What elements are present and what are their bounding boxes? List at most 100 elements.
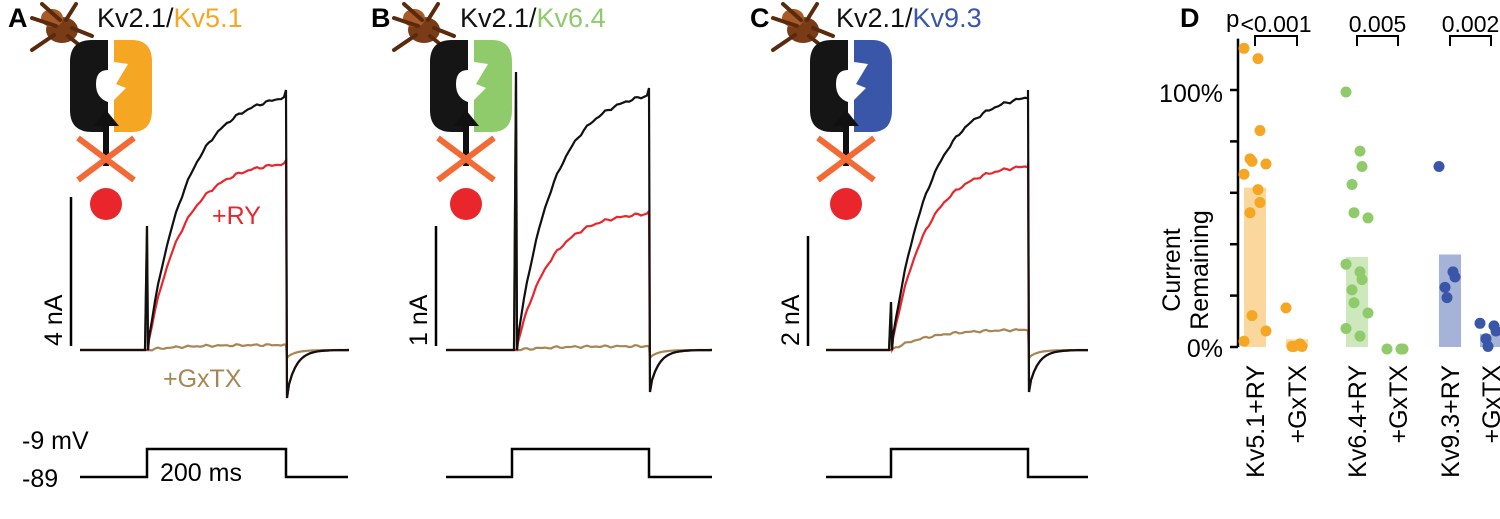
title-part-subunit: Kv5.1 xyxy=(174,3,243,33)
gxtx-trace-label: +GxTX xyxy=(163,365,242,393)
trace-gxtx xyxy=(826,301,1088,361)
bracket-2 xyxy=(1449,35,1492,46)
y-axis-title-line2: Remaining xyxy=(1186,210,1214,330)
title-part-subunit: Kv6.4 xyxy=(537,3,606,33)
data-point xyxy=(1238,168,1250,180)
data-point xyxy=(1348,297,1360,309)
scale-label: 1 nA xyxy=(405,294,433,346)
points-group xyxy=(1238,42,1500,355)
data-point xyxy=(1490,325,1500,337)
data-point xyxy=(1260,325,1272,337)
panel-d: D p Current Remaining 100% 0% <0.001 0.00… xyxy=(1158,3,1500,478)
trace-ry xyxy=(446,208,713,393)
data-point xyxy=(1362,307,1374,319)
trace-ry xyxy=(80,156,350,399)
channel-schematic xyxy=(810,40,892,220)
scale-label: 2 nA xyxy=(777,294,805,346)
panel-a: A Kv2.1/Kv5.1 4 nA xyxy=(8,2,350,493)
data-point xyxy=(1439,281,1451,293)
data-point xyxy=(1433,161,1445,173)
current-scale-bar: 1 nA xyxy=(405,226,438,346)
significance-brackets: <0.001 0.005 0.002 xyxy=(1241,11,1500,46)
panel-c: C Kv2.1/Kv9.3 2 nA xyxy=(750,2,1088,479)
panel-title: Kv2.1/Kv6.4 xyxy=(460,3,606,33)
panel-letter: D xyxy=(1180,3,1200,33)
data-point xyxy=(1346,284,1358,296)
y-tick-label-0: 0% xyxy=(1187,335,1223,363)
bar-0 xyxy=(1244,187,1266,347)
data-point xyxy=(1246,310,1258,322)
data-point xyxy=(1362,212,1374,224)
spider-icon xyxy=(392,2,456,54)
data-point xyxy=(1252,184,1264,196)
data-point xyxy=(1340,258,1352,270)
voltage-protocol xyxy=(826,447,1088,479)
trace-gxtx xyxy=(446,71,712,361)
data-point xyxy=(1348,207,1360,219)
data-point xyxy=(1296,340,1308,352)
data-point xyxy=(1482,340,1494,352)
trace-gxtx xyxy=(80,225,349,361)
panel-letter: C xyxy=(750,3,770,33)
x-tick-labels: Kv5.1+RY +GxTX Kv6.4+RY +GxTX Kv9.3+RY +GxTX xyxy=(1242,365,1500,478)
title-part-kv21: Kv2.1/ xyxy=(836,3,913,33)
data-point xyxy=(1260,158,1272,170)
data-point xyxy=(1254,197,1266,209)
data-point xyxy=(1354,330,1366,342)
y-axis xyxy=(1230,38,1240,349)
data-point xyxy=(1238,335,1250,347)
data-point xyxy=(1340,322,1352,334)
data-point xyxy=(1288,340,1300,352)
x-tick-label: +GxTX xyxy=(1478,365,1500,444)
step-voltage-label: -9 mV xyxy=(22,427,89,455)
current-traces xyxy=(826,89,1088,393)
data-point xyxy=(1346,179,1358,191)
data-point xyxy=(1354,145,1366,157)
y-axis-title-line1: Current xyxy=(1158,228,1186,311)
voltage-protocol xyxy=(446,447,712,479)
trace-control xyxy=(80,89,350,399)
ry-trace-label: +RY xyxy=(212,202,261,230)
panel-title: Kv2.1/Kv5.1 xyxy=(97,3,243,33)
x-tick-label: Kv5.1+RY xyxy=(1242,365,1270,478)
trace-control xyxy=(826,89,1088,393)
p-value-label: 0.002 xyxy=(1442,11,1500,37)
data-point xyxy=(1246,155,1258,167)
panel-title: Kv2.1/Kv9.3 xyxy=(836,3,982,33)
data-point xyxy=(1252,53,1264,65)
duration-label: 200 ms xyxy=(160,459,242,487)
p-value-label: 0.005 xyxy=(1349,11,1407,37)
x-tick-label: Kv6.4+RY xyxy=(1344,365,1372,478)
p-label: p xyxy=(1226,6,1239,33)
bracket-0 xyxy=(1254,35,1298,46)
trace-ry xyxy=(826,162,1088,393)
bar-group xyxy=(1244,187,1500,347)
current-traces xyxy=(446,71,713,393)
trace-control xyxy=(446,71,713,393)
current-scale-bar: 2 nA xyxy=(777,236,810,346)
data-point xyxy=(1449,271,1461,283)
data-point xyxy=(1381,343,1393,355)
panel-letter: A xyxy=(8,3,28,33)
channel-schematic xyxy=(70,40,152,220)
data-point xyxy=(1244,207,1256,219)
panel-b: B Kv2.1/Kv6.4 1 nA xyxy=(371,2,713,479)
x-tick-label: +GxTX xyxy=(1385,365,1413,444)
y-axis-title: Current Remaining xyxy=(1158,210,1214,330)
title-part-kv21: Kv2.1/ xyxy=(97,3,174,33)
data-point xyxy=(1280,302,1292,314)
holding-voltage-label: -89 xyxy=(22,465,58,493)
data-point xyxy=(1238,42,1250,54)
voltage-protocol: -9 mV -89 200 ms xyxy=(22,427,348,493)
data-point xyxy=(1356,274,1368,286)
data-point xyxy=(1397,343,1409,355)
data-point xyxy=(1340,86,1352,98)
scale-label: 4 nA xyxy=(40,294,68,346)
data-point xyxy=(1474,317,1486,329)
current-scale-bar: 4 nA xyxy=(40,197,73,346)
y-tick-label-100: 100% xyxy=(1159,80,1223,108)
data-point xyxy=(1441,292,1453,304)
channel-schematic xyxy=(430,40,512,220)
bracket-1 xyxy=(1356,35,1399,46)
